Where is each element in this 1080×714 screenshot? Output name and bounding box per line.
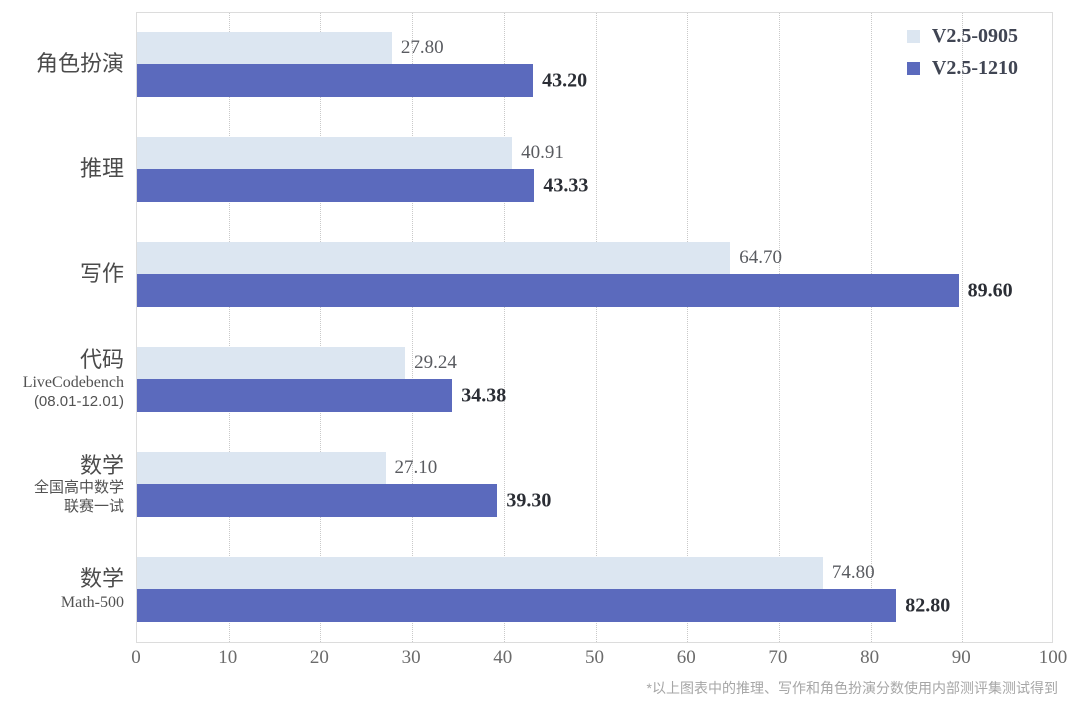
legend: V2.5-0905 V2.5-1210 — [906, 25, 1018, 80]
gridline-x-70 — [778, 13, 780, 642]
bar-V2.5-0905-2 — [137, 137, 513, 169]
bar-value-label: 39.30 — [506, 489, 552, 511]
category-label: 写作 — [79, 261, 124, 287]
x-axis-tick-label: 0 — [131, 647, 141, 668]
gridline-x-50 — [595, 13, 597, 642]
category-label: 代码 — [79, 346, 124, 372]
gridline-x-60 — [687, 13, 689, 642]
bar-value-label: 27.10 — [394, 457, 438, 478]
bar-value-label: 43.33 — [543, 174, 589, 196]
category-sublabel: 联赛一试 — [63, 497, 124, 515]
x-axis-tick-label: 90 — [951, 647, 971, 668]
bar-V2.5-1210-3 — [137, 274, 959, 307]
category-label-block: 数学 全国高中数学 联赛一试 — [0, 452, 124, 517]
x-axis-tick-label: 100 — [1038, 647, 1068, 668]
bar-V2.5-1210-4 — [137, 379, 453, 412]
category-label: 推理 — [79, 156, 124, 182]
legend-label: V2.5-1210 — [931, 57, 1018, 79]
bar-V2.5-1210-1 — [137, 64, 534, 97]
category-label: 数学 — [79, 566, 124, 592]
plot-area — [136, 12, 1053, 643]
footnote: *以上图表中的推理、写作和角色扮演分数使用内部测评集测试得到 — [646, 680, 1058, 696]
bar-V2.5-0905-3 — [137, 242, 731, 274]
category-label-block: 代码 LiveCodebench (08.01-12.01) — [0, 347, 124, 412]
bar-V2.5-1210-2 — [137, 169, 535, 202]
x-axis-tick-label: 60 — [676, 647, 696, 668]
bar-value-label: 34.38 — [461, 384, 507, 406]
bar-value-label: 43.20 — [542, 69, 588, 91]
bar-value-label: 82.80 — [905, 594, 951, 616]
bar-V2.5-1210-6 — [137, 589, 897, 622]
x-axis-tick-label: 70 — [768, 647, 788, 668]
legend-label: V2.5-0905 — [931, 25, 1018, 47]
category-sublabel: (08.01-12.01) — [33, 393, 124, 411]
category-sublabel: Math-500 — [60, 593, 124, 611]
x-axis-tick-label: 50 — [585, 647, 604, 668]
category-label-block: 写作 — [0, 242, 124, 307]
x-axis-tick-label: 10 — [218, 647, 238, 668]
bar-V2.5-0905-1 — [137, 32, 392, 64]
x-axis-tick-label: 20 — [309, 647, 329, 668]
legend-item: V2.5-0905 — [906, 25, 1018, 48]
bar-value-label: 74.80 — [831, 562, 875, 583]
category-sublabel: LiveCodebench — [22, 374, 124, 392]
x-axis-tick-label: 30 — [401, 647, 421, 668]
bar-V2.5-0905-6 — [137, 557, 823, 589]
gridline-x-30 — [412, 13, 414, 642]
gridline-x-20 — [320, 13, 322, 642]
gridline-x-10 — [228, 13, 230, 642]
gridline-x-90 — [962, 13, 964, 642]
category-label: 数学 — [79, 452, 124, 478]
bar-value-label: 40.91 — [521, 142, 564, 163]
bar-V2.5-0905-4 — [137, 347, 406, 379]
bar-value-label: 64.70 — [739, 247, 783, 268]
category-label-block: 数学 Math-500 — [0, 557, 124, 622]
legend-swatch-v2.5-1210 — [906, 62, 920, 75]
bar-V2.5-0905-5 — [137, 452, 386, 484]
category-label-block: 角色扮演 — [0, 32, 124, 97]
legend-swatch-v2.5-0905 — [906, 30, 920, 43]
bar-V2.5-1210-5 — [137, 484, 498, 517]
gridline-x-80 — [870, 13, 872, 642]
bar-value-label: 89.60 — [967, 279, 1013, 301]
x-axis-tick-label: 80 — [860, 647, 880, 668]
bar-value-label: 27.80 — [400, 37, 444, 58]
x-axis-tick-label: 40 — [493, 647, 513, 668]
category-sublabel: 全国高中数学 — [33, 478, 124, 496]
legend-item: V2.5-1210 — [906, 57, 1018, 80]
category-label-block: 推理 — [0, 137, 124, 202]
gridline-x-40 — [503, 13, 505, 642]
bar-value-label: 29.24 — [414, 352, 457, 373]
category-label: 角色扮演 — [35, 51, 124, 77]
